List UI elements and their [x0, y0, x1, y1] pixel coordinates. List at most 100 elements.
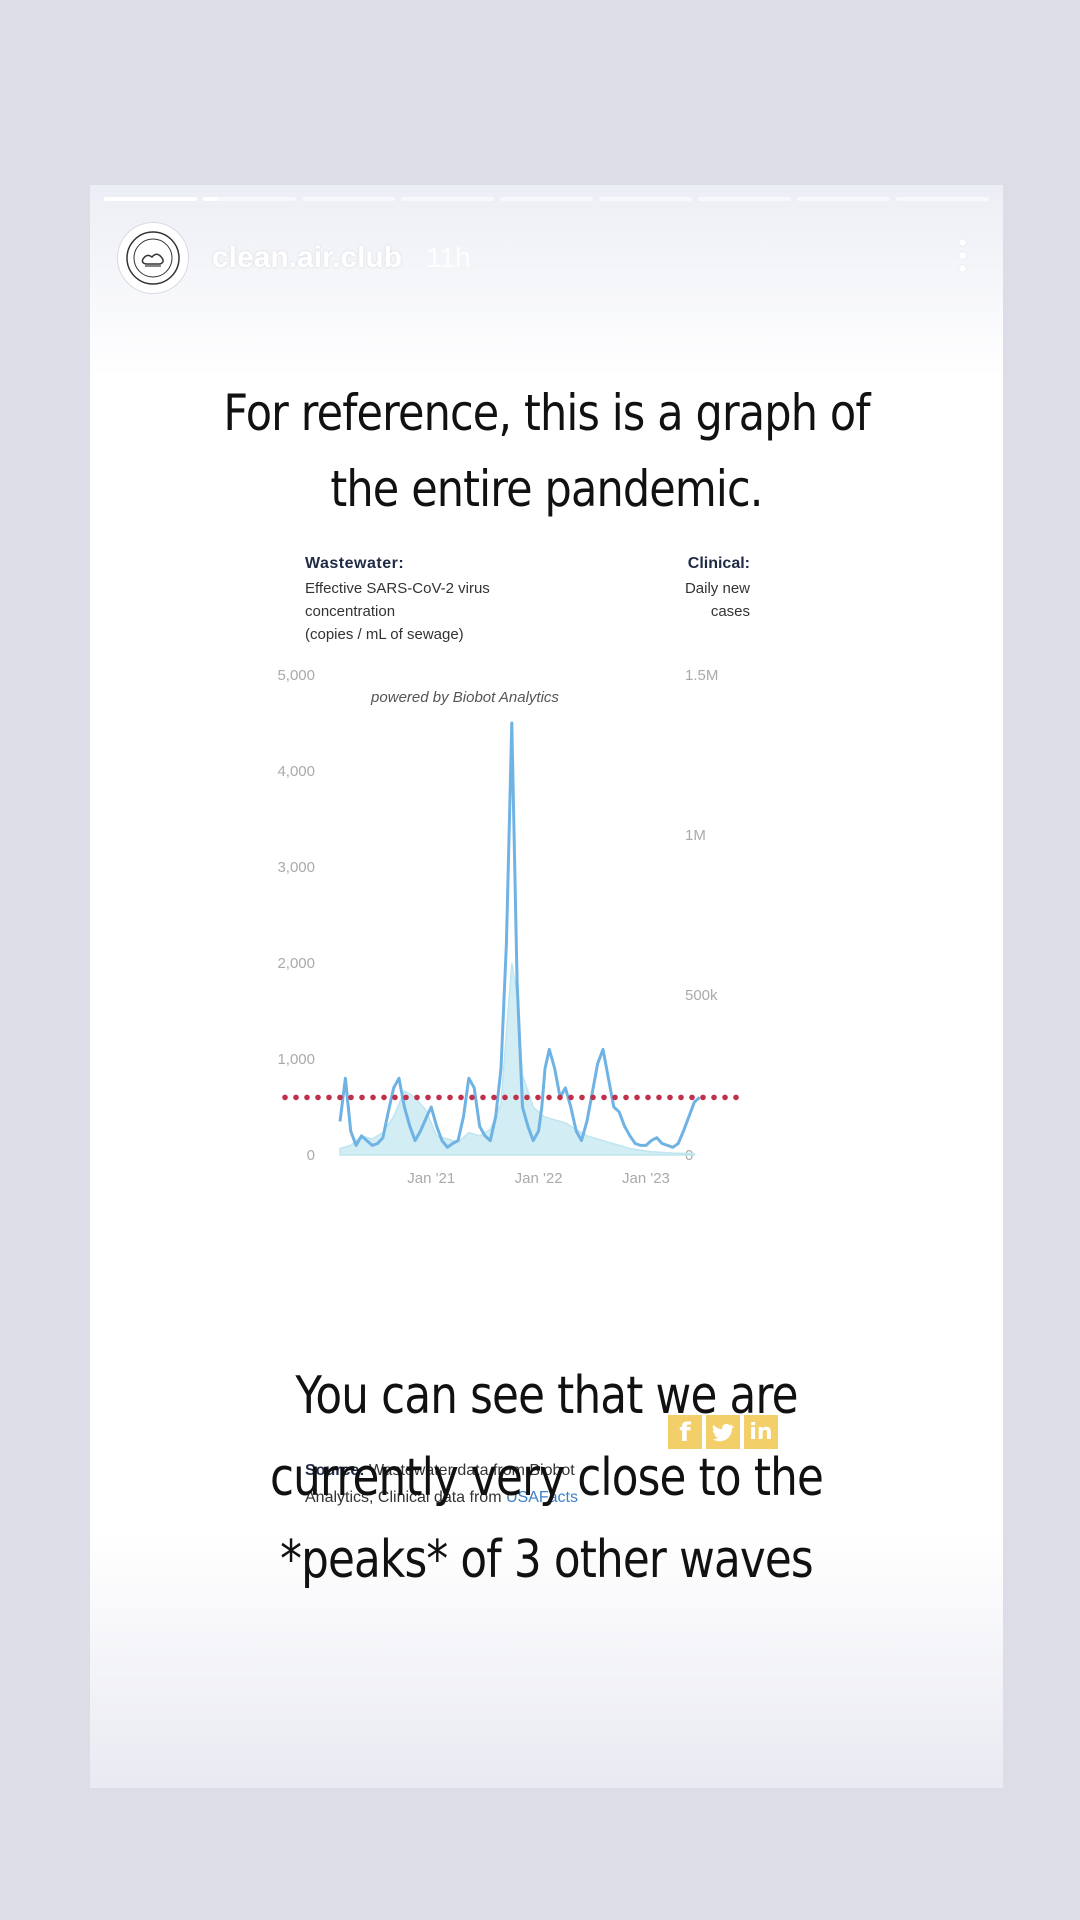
reference-line-dot — [403, 1094, 409, 1101]
reference-line-dot — [623, 1094, 629, 1101]
reference-line-dot — [348, 1094, 354, 1101]
story-card: clean.air.club 11h For reference, this i… — [90, 185, 1003, 1788]
story-header: clean.air.club 11h — [118, 223, 975, 293]
right-axis-title: Clinical: — [687, 555, 750, 572]
progress-segment — [401, 197, 494, 201]
left-axis-title: Wastewater: — [305, 555, 405, 572]
reference-line-dot — [315, 1094, 321, 1101]
x-tick-label: Jan '22 — [515, 1170, 563, 1187]
reference-line-dot — [645, 1094, 651, 1101]
reference-line-dot — [425, 1094, 431, 1101]
progress-segment — [500, 197, 593, 201]
caption-line: *peaks* of 3 other waves — [280, 1530, 814, 1590]
reference-line-dot — [689, 1094, 695, 1101]
reference-line-dot — [722, 1094, 728, 1101]
left-axis-subtitle: Effective SARS-CoV-2 virus concentration… — [305, 577, 565, 646]
story-time: 11h — [426, 242, 471, 273]
reference-line-dot — [524, 1094, 530, 1101]
source-label: Source: — [305, 1462, 365, 1479]
clean-air-club-logo-icon — [126, 231, 180, 285]
progress-segment — [599, 197, 692, 201]
progress-segment — [896, 197, 989, 201]
caption-line: currently very close to the — [269, 1448, 824, 1508]
reference-line-dot — [678, 1094, 684, 1101]
reference-line-dot — [480, 1094, 486, 1101]
linkedin-share-button[interactable]: in — [744, 1415, 778, 1449]
reference-line-dot — [337, 1094, 343, 1101]
reference-line-dot — [535, 1094, 541, 1101]
reference-line-dot — [700, 1094, 706, 1101]
y-right-tick-label: 1.5M — [685, 667, 718, 684]
reference-line-dot — [513, 1094, 519, 1101]
y-left-tick-label: 3,000 — [277, 859, 315, 876]
reference-line-dot — [392, 1094, 398, 1101]
reference-line-dot — [447, 1094, 453, 1101]
reference-line-dot — [282, 1094, 288, 1101]
watermark-text: powered by Biobot Analytics — [370, 689, 559, 706]
reference-line-dot — [381, 1094, 387, 1101]
right-axis-subtitle: Daily new cases — [630, 577, 750, 623]
y-right-tick-label: 1M — [685, 827, 706, 844]
progress-segment — [104, 197, 197, 201]
reference-line-dot — [590, 1094, 596, 1101]
reference-line-dot — [469, 1094, 475, 1101]
reference-line-dot — [568, 1094, 574, 1101]
reference-line-dot — [304, 1094, 310, 1101]
reference-line-dot — [711, 1094, 717, 1101]
y-left-tick-label: 4,000 — [277, 763, 315, 780]
story-headline: For reference, this is a graph of the en… — [154, 375, 939, 527]
reference-line-dot — [436, 1094, 442, 1101]
chart-panel: Wastewater: Effective SARS-CoV-2 virus c… — [250, 555, 810, 1515]
story-username[interactable]: clean.air.club — [212, 241, 403, 274]
right-axis-subtitle-line: Daily new — [684, 580, 750, 597]
y-left-tick-label: 2,000 — [277, 955, 315, 972]
reference-line-dot — [491, 1094, 497, 1101]
progress-segment — [302, 197, 395, 201]
progress-segment — [203, 197, 296, 201]
y-left-tick-label: 5,000 — [277, 667, 315, 684]
headline-line: the entire pandemic. — [330, 460, 763, 518]
reference-line-dot — [733, 1094, 739, 1101]
headline-line: For reference, this is a graph of — [223, 384, 870, 442]
left-axis-subtitle-line: (copies / mL of sewage) — [305, 626, 464, 643]
reference-line-dot — [414, 1094, 420, 1101]
wastewater-chart: powered by Biobot Analytics 0 1,000 2,000 3,… — [277, 667, 739, 1187]
reference-line-dot — [546, 1094, 552, 1101]
reference-line-dot — [557, 1094, 563, 1101]
progress-segment — [797, 197, 890, 201]
reference-line-dot — [359, 1094, 365, 1101]
usafacts-link[interactable]: USAFacts — [505, 1489, 578, 1506]
source-text: Wastewater data from Biobot — [369, 1462, 575, 1479]
source-text: Analytics; Clinical data from — [305, 1489, 502, 1506]
left-axis-subtitle-line: Effective SARS-CoV-2 virus — [305, 580, 490, 597]
reference-line-dot — [579, 1094, 585, 1101]
twitter-share-button[interactable] — [706, 1415, 740, 1449]
story-progress-bar — [104, 197, 989, 201]
reference-line-dot — [601, 1094, 607, 1101]
left-axis-subtitle-line: concentration — [305, 603, 396, 620]
reference-line-dot — [326, 1094, 332, 1101]
reference-line-dot — [656, 1094, 662, 1101]
reference-line-dot — [502, 1094, 508, 1101]
share-buttons: f in — [668, 1415, 778, 1449]
y-left-tick-label: 1,000 — [277, 1051, 315, 1068]
y-right-tick-label: 500k — [685, 987, 718, 1004]
twitter-bird-icon — [712, 1423, 734, 1442]
y-left-tick-label: 0 — [307, 1147, 315, 1164]
reference-line-dot — [293, 1094, 299, 1101]
reference-line-dot — [458, 1094, 464, 1101]
reference-line-dot — [612, 1094, 618, 1101]
reference-line-dot — [667, 1094, 673, 1101]
caption-line: You can see that we are — [295, 1366, 798, 1426]
progress-segment — [698, 197, 791, 201]
right-axis-subtitle-line: cases — [710, 603, 750, 620]
reference-line-dot — [370, 1094, 376, 1101]
avatar[interactable] — [118, 223, 188, 293]
wastewater-series-line — [338, 721, 701, 1149]
facebook-share-button[interactable]: f — [668, 1415, 702, 1449]
more-options-icon[interactable] — [957, 239, 967, 279]
x-tick-label: Jan '23 — [622, 1170, 670, 1187]
chart-source: Source: Wastewater data from Biobot Anal… — [305, 1457, 705, 1511]
reference-line-dot — [634, 1094, 640, 1101]
x-tick-label: Jan '21 — [407, 1170, 455, 1187]
